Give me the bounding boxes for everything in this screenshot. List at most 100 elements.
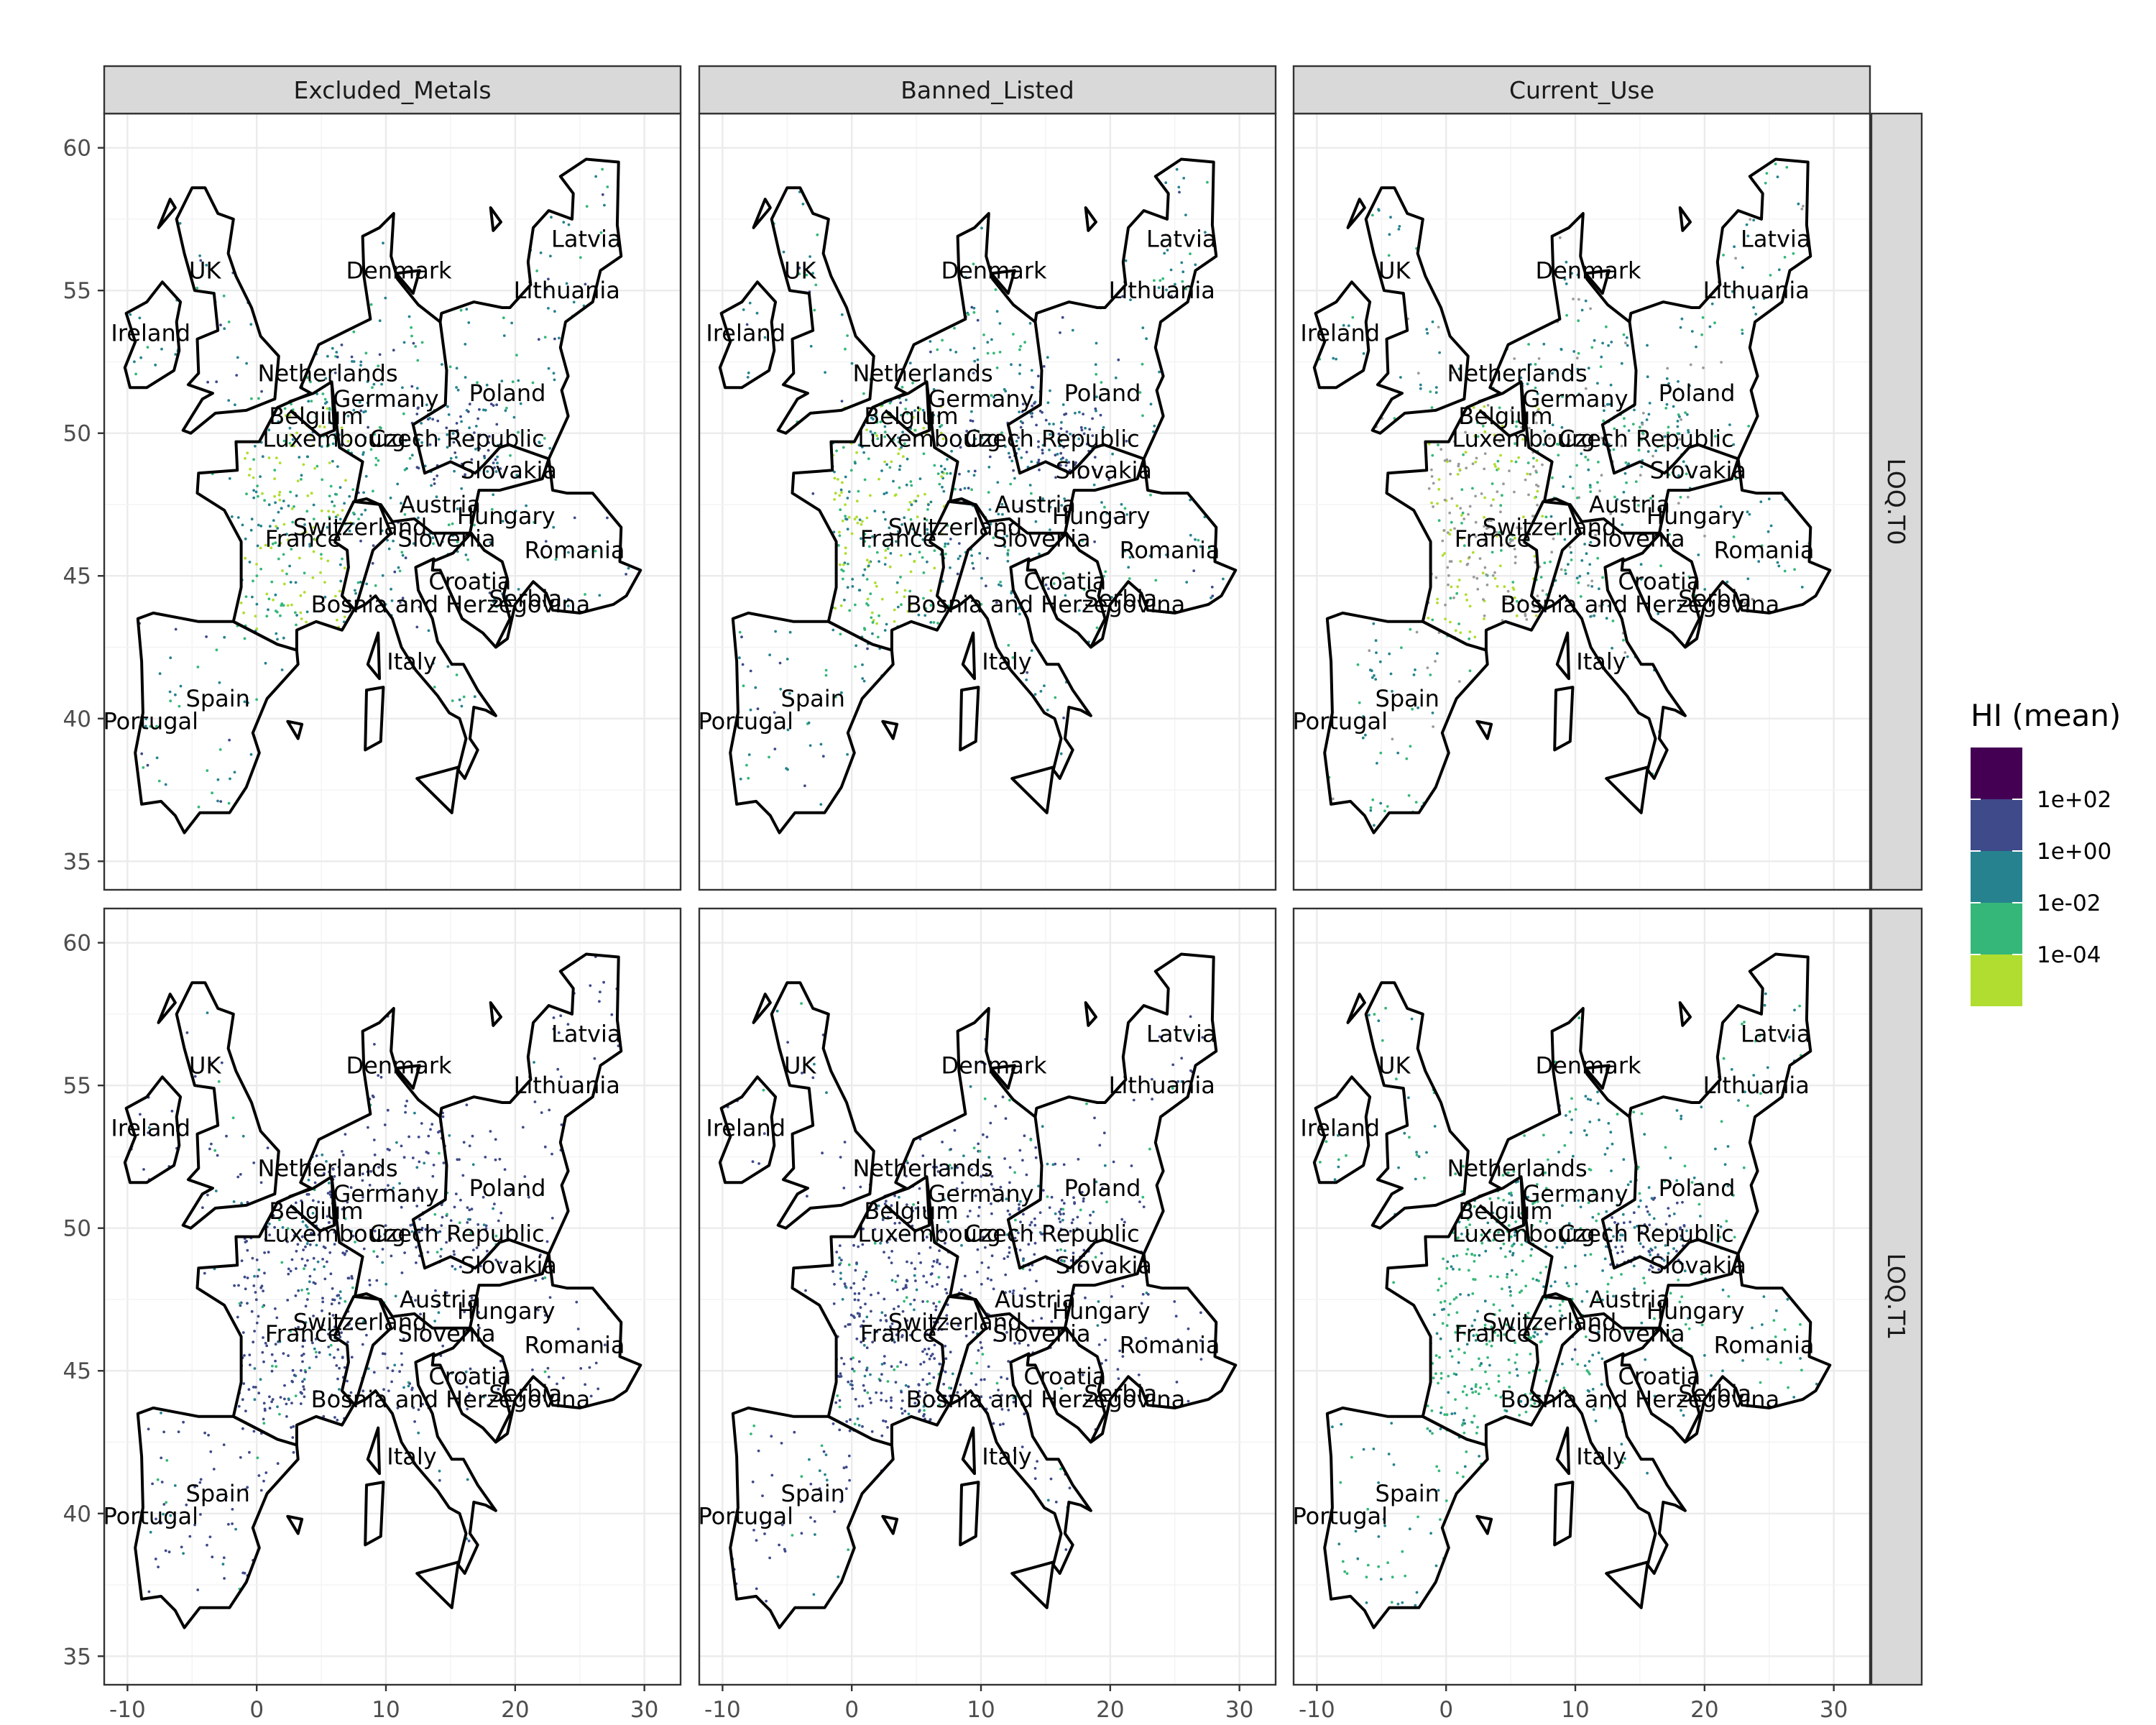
- data-point: [1532, 465, 1535, 469]
- data-point: [1499, 510, 1502, 514]
- data-point: [366, 401, 369, 405]
- data-point: [959, 438, 962, 441]
- data-point: [1622, 638, 1625, 642]
- data-point: [455, 422, 459, 425]
- data-point: [1113, 517, 1117, 520]
- data-point: [884, 556, 888, 559]
- data-point: [493, 1202, 496, 1205]
- data-point: [1077, 1158, 1080, 1161]
- data-point: [1676, 420, 1680, 423]
- data-point: [848, 1478, 851, 1482]
- data-point: [329, 1272, 333, 1276]
- data-point: [259, 567, 262, 571]
- data-point: [255, 698, 258, 702]
- country-label-luxembourg: Luxembourg: [857, 1220, 1000, 1248]
- data-point: [1437, 1277, 1441, 1281]
- data-point: [833, 470, 836, 474]
- data-point: [890, 1365, 893, 1368]
- data-point: [390, 587, 392, 591]
- data-point: [378, 319, 382, 323]
- data-point: [1095, 341, 1098, 345]
- data-point: [1333, 1178, 1337, 1182]
- data-point: [1700, 333, 1704, 336]
- data-point: [435, 495, 438, 499]
- data-point: [297, 1289, 300, 1292]
- country-label-slovakia: Slovakia: [1650, 456, 1746, 484]
- data-point: [554, 558, 558, 561]
- data-point: [328, 1353, 332, 1356]
- data-point: [173, 1484, 177, 1487]
- data-point: [972, 1146, 976, 1149]
- data-point: [1061, 571, 1065, 575]
- data-point: [288, 564, 291, 568]
- data-point: [1341, 1560, 1345, 1563]
- data-point: [846, 334, 849, 337]
- data-point: [255, 627, 259, 630]
- data-point: [1475, 576, 1479, 580]
- data-point: [786, 728, 790, 732]
- data-point: [501, 520, 505, 523]
- data-point: [1028, 1269, 1031, 1271]
- data-point: [903, 516, 906, 520]
- data-point: [307, 1192, 310, 1196]
- data-point: [1415, 1154, 1419, 1156]
- data-point: [333, 1298, 336, 1302]
- data-point: [1484, 1370, 1487, 1374]
- data-point: [375, 1279, 379, 1282]
- data-point: [1443, 1300, 1447, 1303]
- data-point: [1041, 497, 1044, 500]
- data-point: [1048, 423, 1051, 426]
- data-point: [1746, 577, 1750, 581]
- data-point: [872, 418, 875, 421]
- data-point: [1210, 597, 1212, 599]
- data-point: [1018, 348, 1021, 351]
- data-point: [253, 1398, 257, 1402]
- data-point: [1454, 1398, 1457, 1401]
- data-point: [1501, 1287, 1503, 1291]
- data-point: [1751, 1326, 1754, 1330]
- country-label-portugal: Portugal: [698, 708, 793, 735]
- data-point: [430, 1123, 434, 1126]
- data-point: [1443, 498, 1447, 502]
- data-point: [1598, 587, 1600, 591]
- data-point: [861, 520, 864, 523]
- data-point: [1587, 468, 1590, 472]
- data-point: [1583, 1364, 1587, 1367]
- data-point: [1511, 1304, 1514, 1307]
- data-point: [865, 1368, 868, 1372]
- y-tick-label: 40: [63, 707, 91, 732]
- data-point: [1061, 1208, 1065, 1211]
- data-point: [277, 544, 280, 548]
- data-point: [276, 1405, 279, 1409]
- country-border: [881, 719, 899, 740]
- data-point: [865, 428, 868, 431]
- y-tick-label: 50: [63, 1216, 91, 1242]
- data-point: [400, 1352, 403, 1355]
- data-point: [196, 666, 200, 668]
- data-point: [1514, 1361, 1517, 1364]
- y-tick-label: 35: [63, 849, 91, 875]
- data-point: [1373, 1013, 1376, 1016]
- data-point: [1175, 167, 1179, 171]
- data-point: [916, 494, 920, 497]
- data-point: [1759, 1381, 1762, 1384]
- country-label-france: France: [265, 1320, 341, 1348]
- data-point: [374, 584, 377, 587]
- data-point: [359, 360, 363, 364]
- data-point: [1587, 367, 1590, 370]
- data-point: [1020, 456, 1023, 459]
- data-point: [944, 1370, 947, 1374]
- data-point: [1483, 467, 1486, 471]
- data-point: [945, 1292, 949, 1294]
- data-point: [867, 604, 870, 607]
- data-point: [1021, 402, 1025, 405]
- data-point: [1013, 1171, 1016, 1174]
- data-point: [1062, 577, 1066, 580]
- data-point: [927, 503, 930, 507]
- data-point: [245, 362, 248, 365]
- data-point: [1621, 1250, 1624, 1254]
- data-point: [954, 487, 957, 491]
- data-point: [413, 1111, 416, 1115]
